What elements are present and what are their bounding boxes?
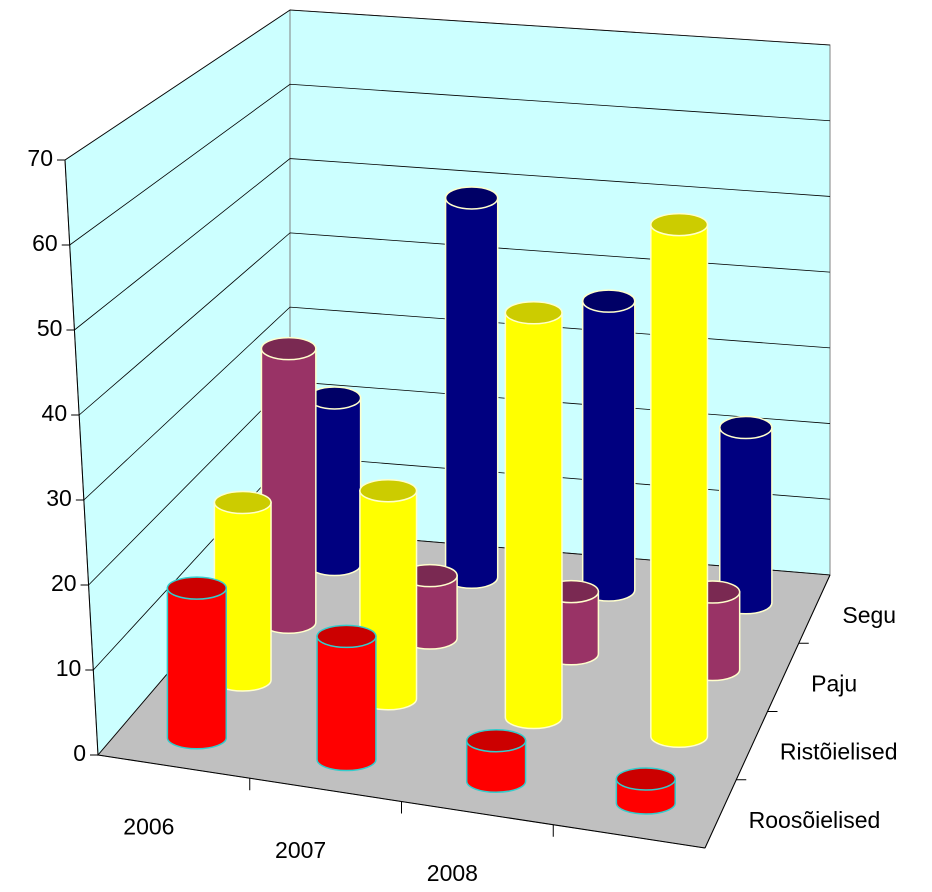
- y-tick-label: 10: [56, 655, 82, 681]
- cylinder-top: [615, 767, 676, 791]
- cylinder-top: [444, 186, 499, 210]
- y-axis: [64, 159, 99, 756]
- cylinder: [444, 186, 499, 589]
- cylinder: [166, 576, 228, 750]
- grid-line: [78, 232, 831, 416]
- x-tick-label: 2008: [427, 860, 478, 886]
- cylinder: [260, 336, 317, 634]
- grid-line: [69, 83, 831, 246]
- y-tick-label: 30: [46, 485, 72, 511]
- cylinder: [504, 300, 563, 730]
- x-tick-label: 2007: [275, 837, 326, 863]
- y-tick-label: 40: [42, 400, 68, 426]
- legend-label: Roosõielised: [749, 807, 881, 833]
- cylinder-top: [581, 289, 636, 313]
- y-tick-label: 70: [27, 145, 53, 171]
- cylinder: [719, 415, 773, 615]
- cylinder-top: [465, 728, 527, 753]
- cylinder-top: [359, 478, 418, 503]
- cylinder-top: [650, 212, 709, 237]
- y-tick-label: 50: [37, 315, 63, 341]
- cylinder-body: [465, 739, 527, 793]
- cylinder-top: [316, 624, 377, 649]
- cylinder-body: [504, 311, 563, 730]
- cylinder: [307, 386, 362, 577]
- y-tick-label: 0: [73, 740, 86, 766]
- cylinder: [465, 728, 527, 793]
- grid-line: [74, 158, 831, 331]
- legend-label: Paju: [811, 670, 857, 696]
- cylinder-top: [504, 300, 563, 325]
- cylinder-top: [166, 576, 228, 600]
- cylinder-top: [213, 490, 272, 515]
- cylinder-top: [260, 336, 317, 361]
- y-tick-label: 20: [51, 570, 77, 596]
- cylinder-top: [719, 415, 773, 440]
- cylinder-body: [316, 635, 377, 772]
- cylinder: [316, 624, 377, 772]
- legend-label: Ristõielised: [780, 739, 898, 765]
- x-tick-label: 2006: [123, 814, 174, 840]
- cylinder: [581, 289, 636, 602]
- grid-line: [83, 306, 831, 501]
- y-tick-label: 60: [32, 230, 58, 256]
- cylinder-body: [650, 223, 709, 748]
- cylinder-body: [581, 300, 636, 602]
- legend-label: Segu: [842, 602, 896, 628]
- cylinder-body: [444, 197, 499, 589]
- grid-line: [64, 9, 831, 161]
- cylinder: [650, 212, 709, 748]
- cylinder-body: [166, 587, 228, 750]
- x-tick-label: 2009: [579, 883, 630, 887]
- cylinder: [615, 767, 676, 815]
